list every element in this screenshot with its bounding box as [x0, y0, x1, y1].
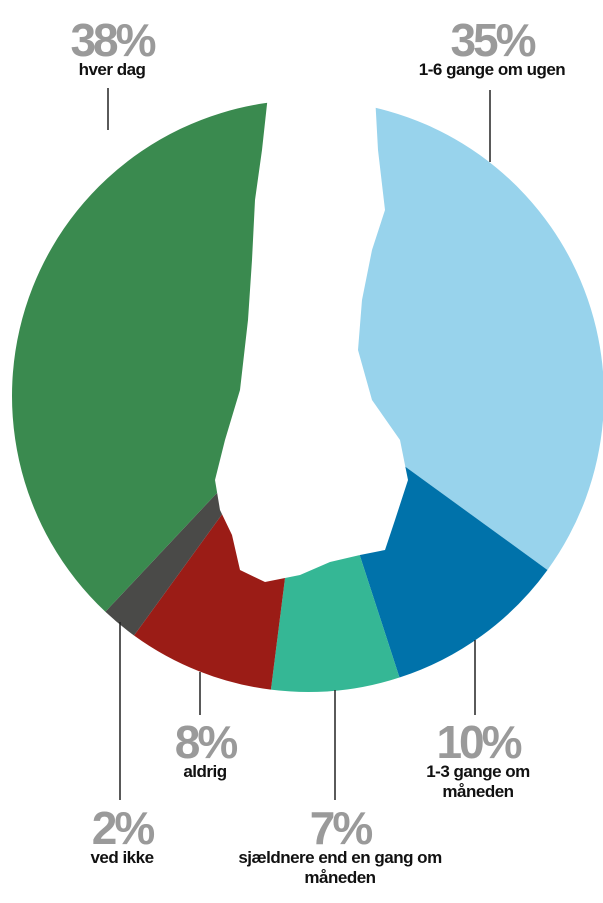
value-label: 38% — [70, 14, 156, 66]
slice-label: 38% hver dag — [42, 14, 182, 80]
category-label: hver dag — [78, 60, 146, 79]
category-label: 1-6 gange om ugen — [418, 60, 566, 79]
value-label: 7% — [309, 802, 373, 854]
value-label: 2% — [91, 802, 155, 854]
pie-slice — [11, 100, 309, 612]
value-label: 35% — [450, 14, 536, 66]
value-label: 8% — [174, 716, 238, 768]
category-label: aldrig — [183, 762, 227, 781]
slice-label: 8% aldrig — [145, 716, 265, 782]
slice-label: 2% ved ikke — [62, 802, 182, 868]
slice-label: 35% 1-6 gange om ugen — [392, 14, 592, 80]
category-label: 1-3 gange om måneden — [426, 762, 530, 801]
category-label: sjældnere end en gang om måneden — [238, 848, 442, 887]
value-label: 10% — [436, 716, 522, 768]
slice-label: 10% 1-3 gange om måneden — [423, 716, 533, 802]
slice-label: 7% sjældnere end en gang om måneden — [230, 802, 450, 888]
category-label: ved ikke — [90, 848, 154, 867]
paw-silhouette — [215, 95, 408, 582]
